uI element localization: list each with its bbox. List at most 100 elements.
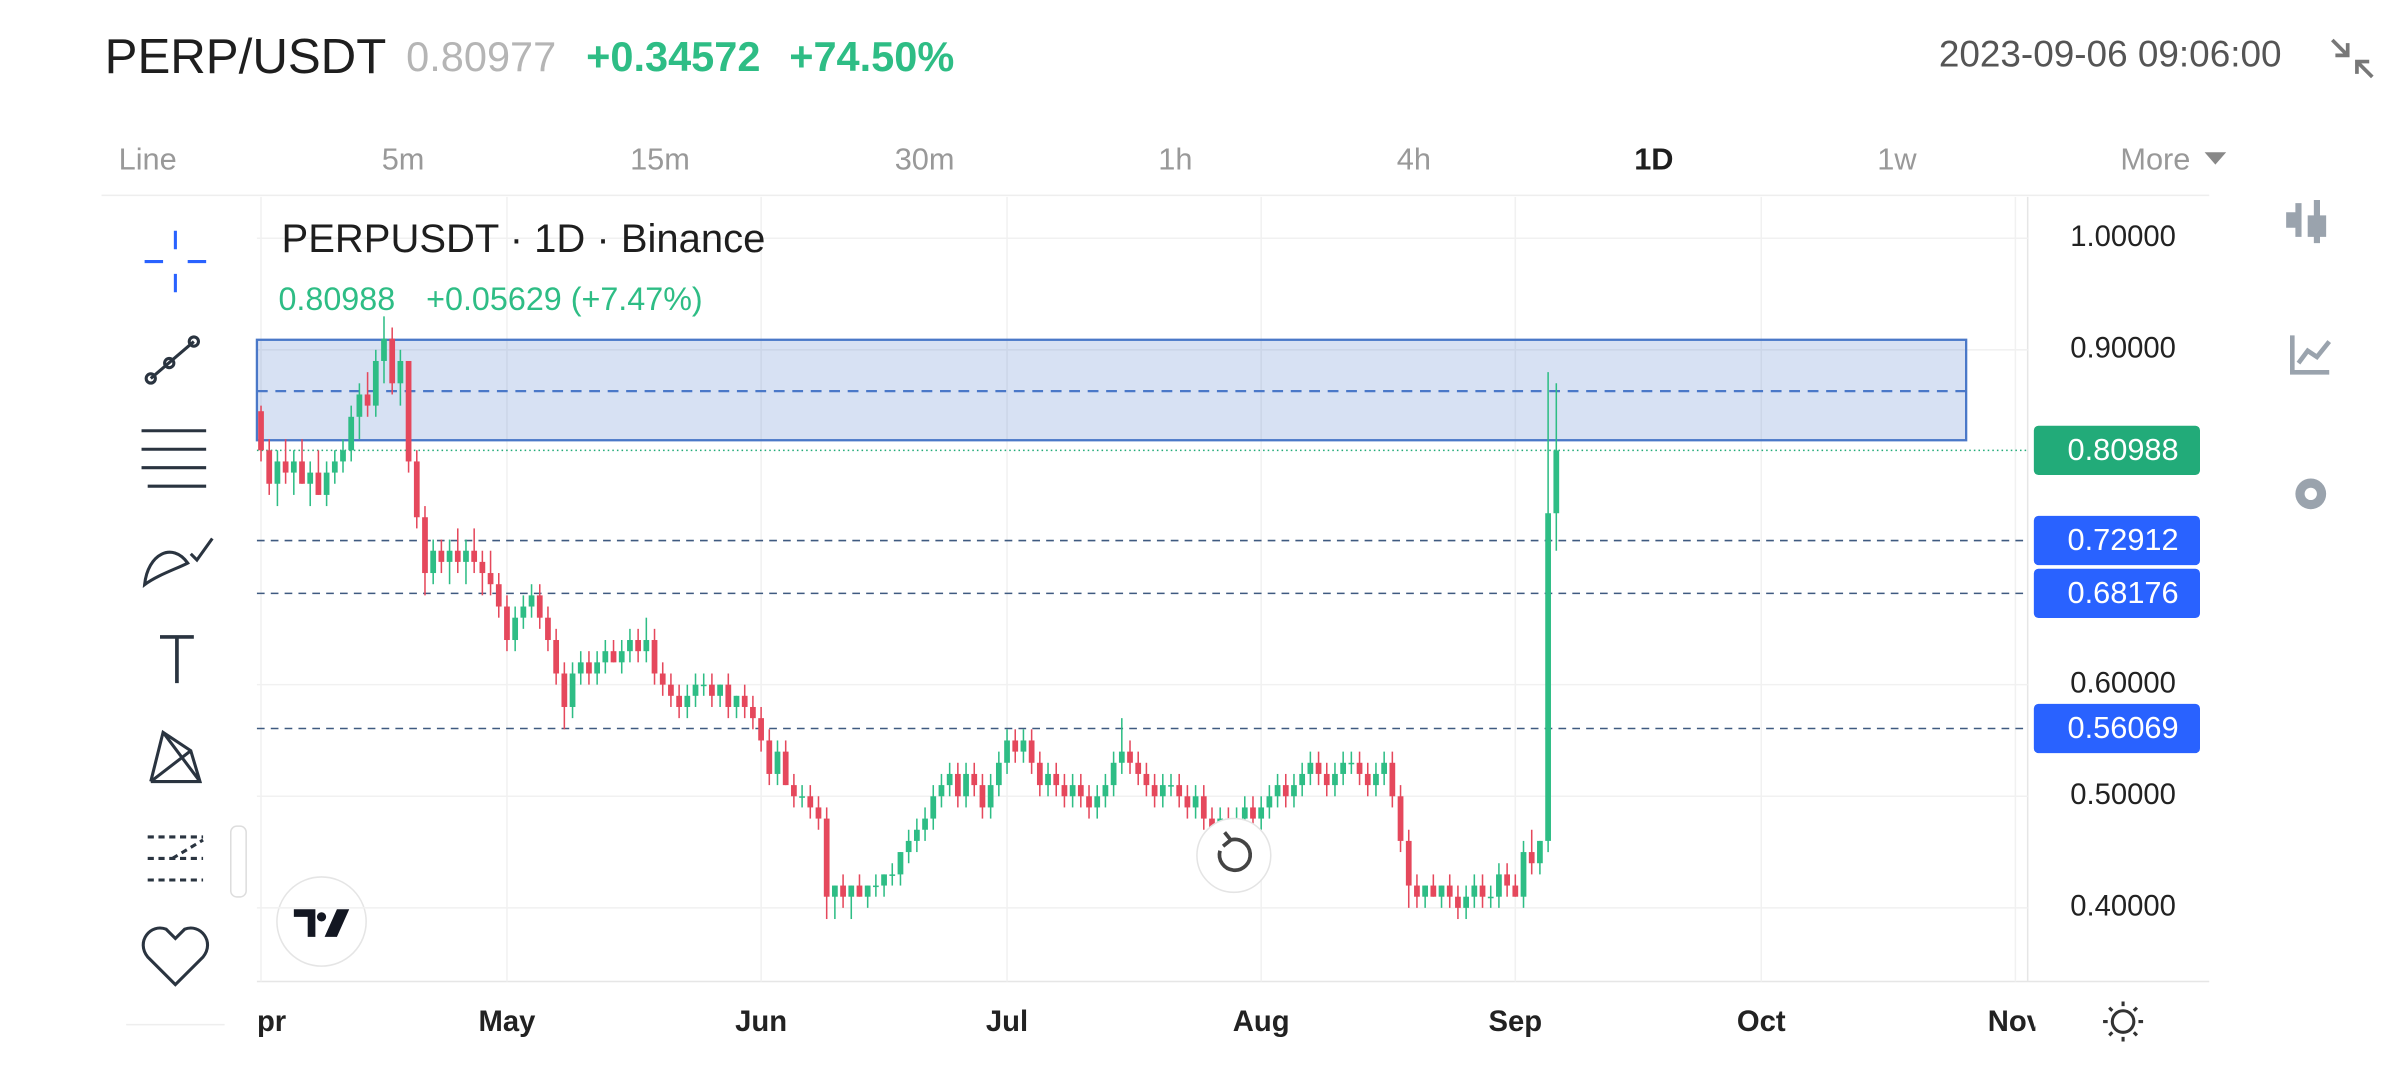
x-tick-label: May [479, 1006, 537, 1038]
candle-body [430, 550, 437, 574]
level-tag-label: 0.68176 [2067, 575, 2178, 610]
trendline-tool[interactable] [144, 335, 201, 385]
candle-body [528, 595, 535, 607]
theme-icon[interactable] [2103, 1001, 2144, 1042]
candle-body [995, 762, 1002, 786]
candle-body [848, 885, 855, 897]
timeframe-tab[interactable]: Line [119, 142, 177, 177]
candle-body [1200, 796, 1207, 819]
candle-body [823, 818, 830, 897]
prediction-tool[interactable] [147, 835, 204, 882]
x-tick-label: Apr [236, 1006, 286, 1038]
candle-body [938, 785, 945, 797]
candle-body [1315, 762, 1322, 774]
candle-body [791, 785, 797, 797]
candle-body [372, 360, 379, 406]
candle-body [1496, 874, 1502, 897]
candle-body [709, 684, 715, 696]
reset-button[interactable] [1196, 817, 1272, 894]
candle-body [1094, 796, 1101, 808]
tv-logo-mark [293, 909, 350, 937]
candle-body [1389, 762, 1396, 797]
crosshair-tool[interactable] [144, 230, 207, 293]
candle-body [504, 606, 510, 641]
candle-body [290, 461, 297, 473]
candle-body [553, 640, 560, 674]
fib-tool[interactable] [141, 429, 207, 488]
favorite-tool[interactable] [141, 926, 210, 987]
indicator-icon[interactable] [2290, 335, 2332, 375]
candle-body [1430, 885, 1437, 897]
candle-body [815, 807, 822, 819]
candle-body [364, 394, 371, 406]
right-sidebar [2286, 200, 2332, 510]
candle-body [1282, 785, 1289, 797]
candle-body [668, 684, 674, 696]
candle-body [954, 773, 961, 797]
candle-body [1373, 773, 1379, 786]
pattern-tool[interactable] [149, 729, 203, 784]
candle-body [454, 550, 461, 562]
change-pct: +74.50% [789, 33, 954, 80]
level-tag-label: 0.72912 [2067, 522, 2178, 557]
candle-body [1528, 852, 1535, 864]
candle-body [733, 695, 740, 707]
candle-body [700, 684, 707, 687]
candle-body [922, 818, 928, 830]
candle-body [676, 695, 682, 707]
symbol: PERP/USDT [105, 29, 387, 84]
candle-body [1168, 785, 1174, 787]
text-tool[interactable] [160, 635, 194, 684]
timeframe-tab[interactable]: More [2120, 142, 2190, 177]
candle-body [602, 651, 609, 663]
candle-body [1422, 885, 1429, 897]
candle-body [266, 450, 273, 484]
candle-body [536, 595, 543, 618]
timeframe-tab[interactable]: 1h [1158, 142, 1192, 177]
candle-body [1332, 773, 1338, 786]
candle-body [684, 695, 691, 707]
candle-body [979, 785, 986, 808]
candle-body [520, 606, 527, 618]
collapse-icon[interactable] [2331, 38, 2374, 79]
candle-body [586, 662, 592, 674]
toolbar-handle[interactable] [230, 825, 247, 898]
candle-body [618, 651, 625, 663]
timeframe-tab[interactable]: 1w [1877, 142, 1917, 177]
candle-body [463, 550, 469, 562]
candle-body [1323, 773, 1330, 786]
candle-body [799, 796, 805, 798]
candle-body [750, 706, 756, 719]
candle-body [1381, 762, 1388, 774]
candle-body [987, 785, 994, 808]
candle-body [1405, 840, 1412, 886]
last-price-tag [2033, 425, 2200, 476]
candle-body [1545, 513, 1551, 841]
timeframe-tab[interactable]: 30m [895, 142, 955, 177]
candle-body [1151, 785, 1158, 797]
candle-body [717, 684, 723, 696]
candle-type-icon[interactable] [2286, 200, 2327, 244]
candle-body [1463, 896, 1469, 908]
timeframe-tab[interactable]: 5m [382, 142, 425, 177]
candle-body [1364, 773, 1371, 786]
candle-body [282, 461, 289, 473]
x-axis: Apr May Jun Jul Aug Sep Oct Nov [236, 1006, 2035, 1038]
candle-body [1241, 807, 1248, 819]
brush-tool[interactable] [142, 537, 214, 588]
candle-body [1356, 762, 1363, 774]
y-tick-label: 0.60000 [2070, 667, 2176, 699]
candle-body [577, 662, 584, 674]
candle-body [1274, 785, 1281, 797]
timeframe-tab[interactable]: 4h [1397, 142, 1431, 177]
candle-body [1012, 740, 1019, 752]
candle-body [1512, 885, 1519, 897]
candle-body [471, 550, 478, 562]
more-arrow [2204, 152, 2227, 165]
timeframe-tab[interactable]: 15m [630, 142, 690, 177]
timeframe-tab[interactable]: 1D [1634, 142, 1673, 177]
candle-body [1438, 885, 1445, 897]
candle-body [307, 472, 314, 484]
candle-body [1028, 740, 1035, 763]
